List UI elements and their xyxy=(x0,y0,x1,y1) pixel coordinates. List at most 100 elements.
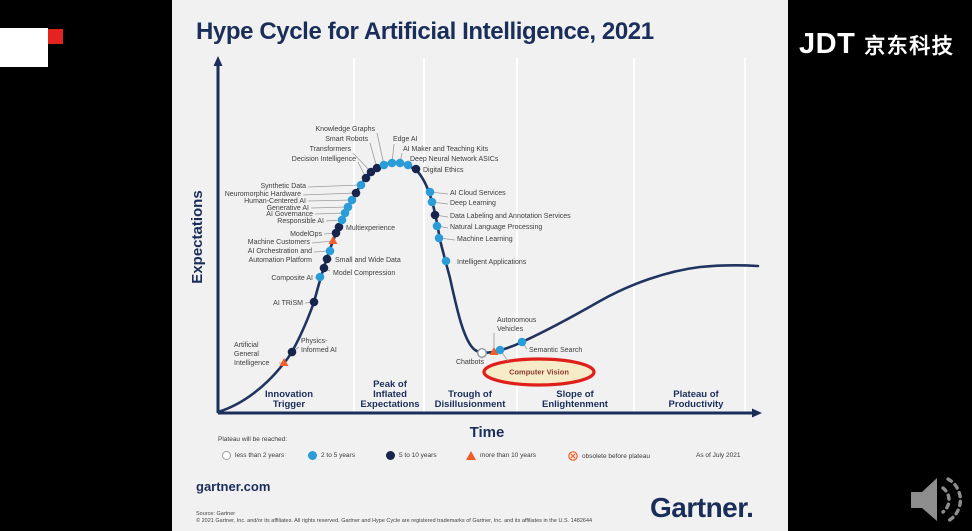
legend-item-label: 2 to 5 years xyxy=(321,452,355,459)
point-label-deep-learning: Deep Learning xyxy=(450,200,496,207)
phase-label-plateau-of-productivity: Plateau of Productivity xyxy=(669,389,725,410)
point-label-generative-ai: Generative AI xyxy=(267,205,309,212)
gartner-com-text: gartner.com xyxy=(196,479,271,494)
point-label-small-and-wide-data: Small and Wide Data xyxy=(335,257,401,264)
legend-item-5-to-10-years: 5 to 10 years xyxy=(386,451,437,460)
point-label-decision-intelligence: Decision Intelligence xyxy=(292,156,356,163)
point-marker-autonomous-vehicles xyxy=(489,347,499,355)
point-marker-digital-ethics xyxy=(411,164,421,174)
y-axis-arrow-icon xyxy=(213,56,223,66)
point-label-neuromorphic-hardware: Neuromorphic Hardware xyxy=(225,191,301,198)
point-label-ai-maker-and-teaching-kits: AI Maker and Teaching Kits xyxy=(403,146,489,153)
corner-logo-red-square xyxy=(48,29,63,44)
point-label-responsible-ai: Responsible AI xyxy=(277,218,324,225)
legend-item-label: more than 10 years xyxy=(480,452,537,459)
point-marker-knowledge-graphs xyxy=(379,160,389,170)
point-marker-ai-maker-and-teaching-kits xyxy=(395,158,405,168)
point-label-machine-customers: Machine Customers xyxy=(248,239,311,246)
point-marker-model-compression xyxy=(319,263,329,273)
point-marker-deep-learning xyxy=(427,197,437,207)
point-marker-multiexperience xyxy=(334,222,344,232)
point-label-edge-ai: Edge AI xyxy=(393,136,418,143)
legend-title: Plateau will be reached: xyxy=(218,436,288,443)
legend-item-label: less than 2 years xyxy=(235,452,285,459)
jdt-logo-chinese: 京东科技 xyxy=(864,34,955,58)
point-marker-small-and-wide-data xyxy=(322,254,332,264)
point-label-intelligent-applications: Intelligent Applications xyxy=(457,259,527,266)
leader-line-synthetic-data xyxy=(307,184,362,188)
point-label-data-labeling-and-annotation-services: Data Labeling and Annotation Services xyxy=(450,213,571,220)
point-label-deep-neural-network-asics: Deep Neural Network ASICs xyxy=(410,156,499,163)
point-label-natural-language-processing: Natural Language Processing xyxy=(450,224,542,231)
point-label-ai-orchestration-and-automation-platform: AI Orchestration and Automation Platform xyxy=(248,248,312,264)
legend-as-of: As of July 2021 xyxy=(696,452,741,459)
jdt-logo: JDT 京东科技 xyxy=(799,28,954,61)
x-axis-arrow-icon xyxy=(752,408,762,418)
legend-item-label: obsolete before plateau xyxy=(582,452,650,460)
corner-logo-white-block xyxy=(0,28,48,67)
phase-label-innovation-trigger: Innovation Trigger xyxy=(265,389,313,410)
phase-label-slope-of-enlightenment: Slope of Enlightenment xyxy=(542,389,609,410)
point-label-chatbots: Chatbots xyxy=(456,359,485,366)
point-marker-smart-robots xyxy=(372,163,382,173)
point-marker-chatbots xyxy=(477,348,488,359)
orange-triangle-icon xyxy=(466,451,476,460)
point-marker-ai-trism xyxy=(309,297,319,307)
point-marker-deep-neural-network-asics xyxy=(403,160,413,170)
point-marker-natural-language-processing xyxy=(432,221,442,231)
computer-vision-highlight-ellipse xyxy=(482,357,596,387)
x-axis-title: Time xyxy=(470,424,505,441)
computer-vision-highlight-label: Computer Vision xyxy=(509,368,569,377)
point-label-smart-robots: Smart Robots xyxy=(325,136,368,143)
point-label-multiexperience: Multiexperience xyxy=(346,225,395,232)
legend-item-label: 5 to 10 years xyxy=(399,452,437,459)
point-label-ai-cloud-services: AI Cloud Services xyxy=(450,190,506,197)
point-marker-ai-orchestration-and-automation-platform xyxy=(325,246,335,256)
leader-line-machine-customers xyxy=(311,240,334,244)
point-marker-artificial-general-intelligence xyxy=(279,358,289,366)
point-label-digital-ethics: Digital Ethics xyxy=(423,167,464,174)
leader-line-knowledge-graphs xyxy=(376,132,385,166)
open-circle-icon xyxy=(222,451,231,460)
leader-line-human-centered-ai xyxy=(307,199,353,202)
point-label-semantic-search: Semantic Search xyxy=(529,347,582,354)
speaker-icon[interactable] xyxy=(905,471,965,531)
leader-line-neuromorphic-hardware xyxy=(302,192,357,196)
point-marker-computer-vision xyxy=(495,345,505,355)
legend-item-2-to-5-years: 2 to 5 years xyxy=(308,451,355,460)
gartner-logo: Gartner. xyxy=(650,492,754,523)
point-marker-machine-customers xyxy=(328,236,338,244)
chart-legend: Plateau will be reached: less than 2 yea… xyxy=(172,432,788,468)
point-label-synthetic-data: Synthetic Data xyxy=(260,183,306,190)
point-marker-semantic-search xyxy=(517,337,527,347)
point-label-modelops: ModelOps xyxy=(290,231,322,238)
page-title: Hype Cycle for Artificial Intelligence, … xyxy=(196,18,654,45)
legend-item-more-than-10-years: more than 10 years xyxy=(466,451,536,460)
point-marker-decision-intelligence xyxy=(361,173,371,183)
point-marker-neuromorphic-hardware xyxy=(351,188,361,198)
point-marker-ai-cloud-services xyxy=(425,187,435,197)
phase-label-trough-of-disillusionment: Trough of Disillusionment xyxy=(435,389,507,410)
y-axis-title: Expectations xyxy=(189,190,206,283)
point-label-ai-trism: AI TRiSM xyxy=(273,300,303,307)
leader-line-ai-governance xyxy=(314,212,346,215)
point-label-autonomous-vehicles: Autonomous Vehicles xyxy=(497,317,537,333)
point-marker-composite-ai xyxy=(315,272,325,282)
leader-line-generative-ai xyxy=(310,206,349,209)
point-marker-physics-informed-ai xyxy=(287,347,297,357)
point-marker-machine-learning xyxy=(434,233,444,243)
dark-navy-circle-icon xyxy=(386,451,395,460)
light-blue-circle-icon xyxy=(308,451,317,460)
phase-label-peak-of-inflated-expectations: Peak of Inflated Expectations xyxy=(360,379,419,410)
legend-item-obsolete-before-plateau: obsolete before plateau xyxy=(568,451,650,461)
jdt-logo-latin: JDT xyxy=(799,28,856,60)
point-label-human-centered-ai: Human-Centered AI xyxy=(244,198,306,205)
point-marker-human-centered-ai xyxy=(347,195,357,205)
footer-copyright: © 2021 Gartner, Inc. and/or its affiliat… xyxy=(196,518,593,524)
point-marker-generative-ai xyxy=(343,202,353,212)
point-marker-responsible-ai xyxy=(337,215,347,225)
footer-source: Source: Gartner xyxy=(196,511,236,517)
leader-line-smart-robots xyxy=(369,142,378,169)
point-marker-data-labeling-and-annotation-services xyxy=(430,210,440,220)
point-label-transformers: Transformers xyxy=(310,146,352,153)
